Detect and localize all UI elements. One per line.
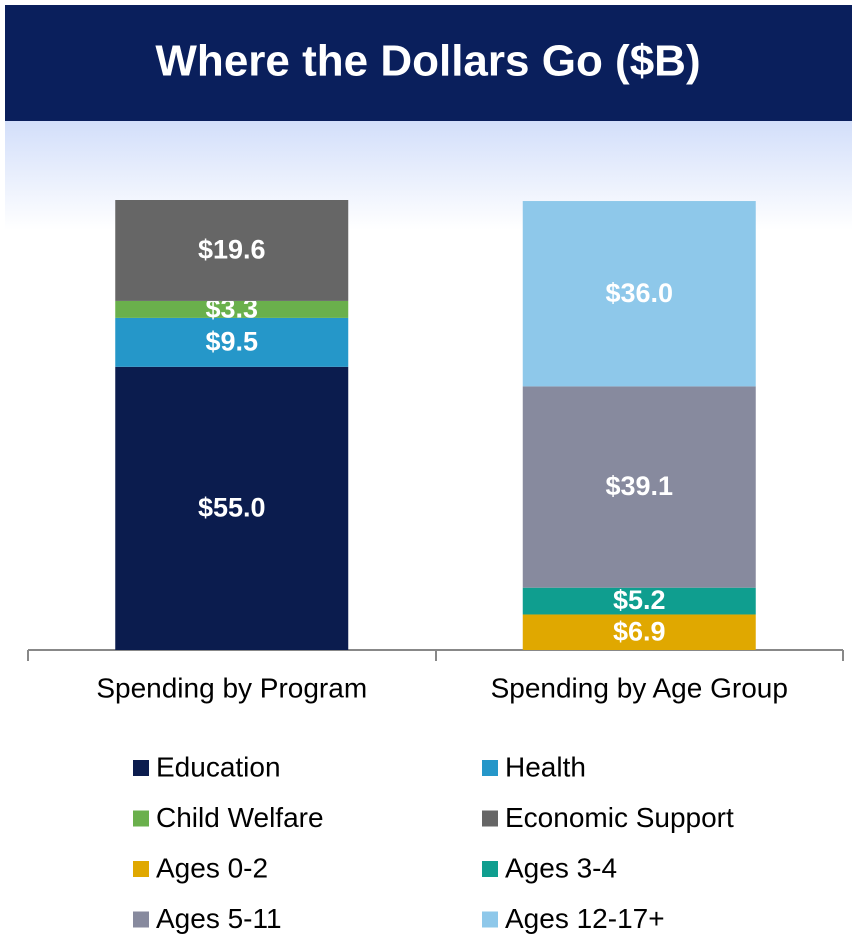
data-label: $55.0	[198, 493, 266, 523]
legend-label: Economic Support	[505, 802, 734, 833]
legend-label: Ages 5-11	[156, 903, 282, 934]
legend-label: Child Welfare	[156, 802, 324, 833]
data-label: $5.2	[613, 585, 666, 615]
legend-swatch	[133, 911, 149, 928]
data-label: $6.9	[613, 616, 666, 646]
bar-segment	[522, 386, 756, 588]
legend-swatch	[133, 861, 149, 877]
legend-swatch	[482, 911, 498, 928]
legend-label: Education	[156, 751, 281, 782]
data-label: $19.6	[198, 235, 266, 265]
chart-title: Where the Dollars Go ($B)	[155, 37, 700, 86]
bar-segment	[522, 614, 756, 650]
legend-swatch	[133, 810, 149, 827]
bar-segment	[115, 200, 349, 301]
data-label: $39.1	[605, 471, 673, 501]
legend-label: Health	[505, 751, 586, 782]
data-label: $36.0	[605, 278, 673, 308]
bar-segment	[115, 317, 349, 367]
legend-label: Ages 0-2	[156, 852, 268, 883]
bar-segment	[522, 201, 756, 387]
legend-swatch	[133, 760, 149, 776]
x-tick-label: Spending by Age Group	[491, 672, 788, 703]
data-label: $9.5	[205, 326, 258, 356]
legend-label: Ages 12-17+	[505, 903, 665, 934]
x-tick-label: Spending by Program	[96, 672, 367, 703]
title-banner	[5, 5, 852, 121]
bar-segment	[522, 587, 756, 615]
legend-swatch	[482, 810, 498, 827]
legend-label: Ages 3-4	[505, 852, 617, 883]
legend-swatch	[482, 861, 498, 877]
bar-segment	[115, 366, 349, 650]
bar-segment	[115, 300, 349, 318]
legend-swatch	[482, 760, 498, 776]
